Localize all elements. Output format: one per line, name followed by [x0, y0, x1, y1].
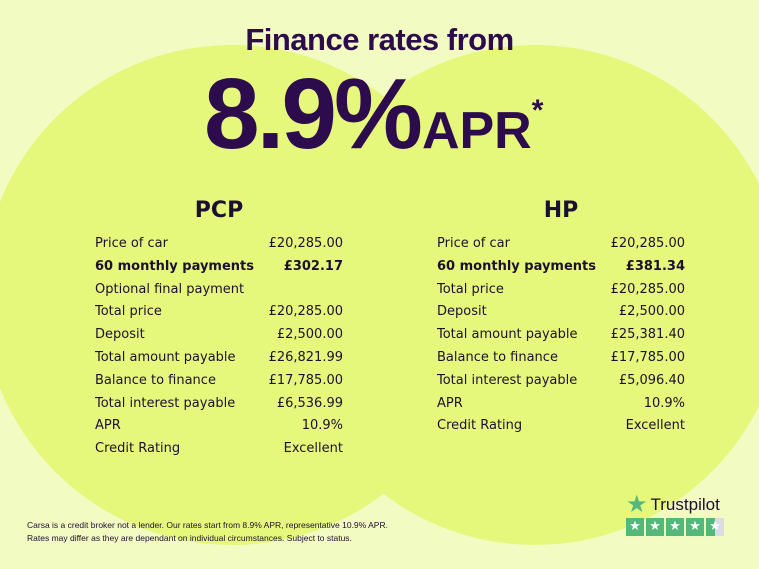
row-value: £17,785.00 — [610, 349, 685, 365]
trustpilot-badge[interactable]: ★ Trustpilot ★ ★ ★ ★ ★ — [626, 491, 724, 536]
row-value: 10.9% — [643, 395, 685, 411]
row-value: 10.9% — [301, 418, 343, 434]
table-row: Total price £20,285.00 — [437, 279, 685, 302]
row-label: APR — [95, 418, 121, 434]
row-value: Excellent — [625, 418, 685, 434]
disclaimer-line-1: Carsa is a credit broker not a lender. O… — [27, 520, 388, 530]
row-label: Price of car — [95, 236, 168, 251]
trustpilot-name: Trustpilot — [650, 495, 720, 514]
row-label: Credit Rating — [95, 441, 181, 457]
background-circle-right — [285, 45, 759, 545]
disclaimer: Carsa is a credit broker not a lender. O… — [27, 519, 388, 545]
row-value: £20,285.00 — [268, 304, 343, 320]
rate-display: 8.9%APR* — [204, 64, 543, 164]
row-label: 60 monthly payments — [95, 258, 254, 274]
row-value: £20,285.00 — [610, 281, 685, 297]
row-label: Price of car — [437, 236, 510, 251]
row-value: Excellent — [283, 441, 343, 457]
row-label: Deposit — [437, 304, 487, 320]
headline: Finance rates from — [245, 22, 514, 57]
trustpilot-rating: ★ ★ ★ ★ ★ — [626, 518, 724, 536]
table-row: Total interest payable £5,096.40 — [437, 370, 685, 393]
row-label: 60 monthly payments — [437, 258, 596, 274]
row-label: Balance to finance — [95, 372, 216, 388]
row-label: Balance to finance — [437, 349, 558, 365]
row-value: £25,381.40 — [610, 327, 685, 343]
star-icon: ★ — [626, 518, 644, 536]
table-row: Total interest payable £6,536.99 — [95, 393, 343, 416]
table-row: Price of car £20,285.00 — [437, 233, 685, 256]
star-icon: ★ — [706, 518, 724, 536]
table-row: Balance to finance £17,785.00 — [95, 370, 343, 393]
table-row: Total price £20,285.00 — [95, 301, 343, 324]
row-value: £20,285.00 — [610, 236, 685, 251]
row-value: £2,500.00 — [276, 327, 343, 343]
row-label: Total amount payable — [437, 327, 578, 343]
row-label: Total interest payable — [95, 395, 236, 411]
table-row: Balance to finance £17,785.00 — [437, 347, 685, 370]
row-label: Optional final payment — [95, 281, 245, 297]
row-value: £20,285.00 — [268, 236, 343, 251]
table-row: 60 monthly payments £381.34 — [437, 256, 685, 279]
table-row: APR 10.9% — [437, 393, 685, 416]
row-label: Total interest payable — [437, 372, 578, 388]
star-icon: ★ — [646, 518, 664, 536]
table-row: Deposit £2,500.00 — [437, 301, 685, 324]
table-row: Optional final payment — [95, 279, 343, 302]
pcp-table: PCP Price of car £20,285.00 60 monthly pay… — [95, 198, 343, 461]
table-row: APR 10.9% — [95, 415, 343, 438]
table-row: Credit Rating Excellent — [437, 415, 685, 438]
row-value: £26,821.99 — [268, 349, 343, 365]
table-row: Total amount payable £26,821.99 — [95, 347, 343, 370]
star-icon: ★ — [686, 518, 704, 536]
row-label: Deposit — [95, 327, 145, 343]
hp-title: HP — [543, 198, 579, 223]
row-label: APR — [437, 395, 463, 411]
table-row: Total amount payable £25,381.40 — [437, 324, 685, 347]
table-row: 60 monthly payments £302.17 — [95, 256, 343, 279]
row-value: £381.34 — [625, 258, 685, 274]
table-row: Deposit £2,500.00 — [95, 324, 343, 347]
row-value: £2,500.00 — [618, 304, 685, 320]
hp-table: HP Price of car £20,285.00 60 monthly paym… — [437, 198, 685, 438]
table-row: Price of car £20,285.00 — [95, 233, 343, 256]
row-label: Total amount payable — [95, 349, 236, 365]
row-label: Total price — [437, 281, 504, 297]
table-row: Credit Rating Excellent — [95, 438, 343, 461]
row-value: £302.17 — [283, 258, 343, 274]
row-label: Credit Rating — [437, 418, 523, 434]
row-value: £17,785.00 — [268, 372, 343, 388]
row-label: Total price — [95, 304, 162, 320]
pcp-title: PCP — [194, 198, 244, 223]
asterisk: * — [531, 94, 544, 127]
disclaimer-line-2: Rates may differ as they are dependant o… — [27, 533, 352, 543]
row-value: £5,096.40 — [618, 372, 685, 388]
star-icon: ★ — [626, 491, 648, 518]
star-icon: ★ — [666, 518, 684, 536]
rate-value: 8.9% — [204, 58, 423, 170]
rate-suffix: APR — [421, 102, 532, 160]
row-value: £6,536.99 — [276, 395, 343, 411]
